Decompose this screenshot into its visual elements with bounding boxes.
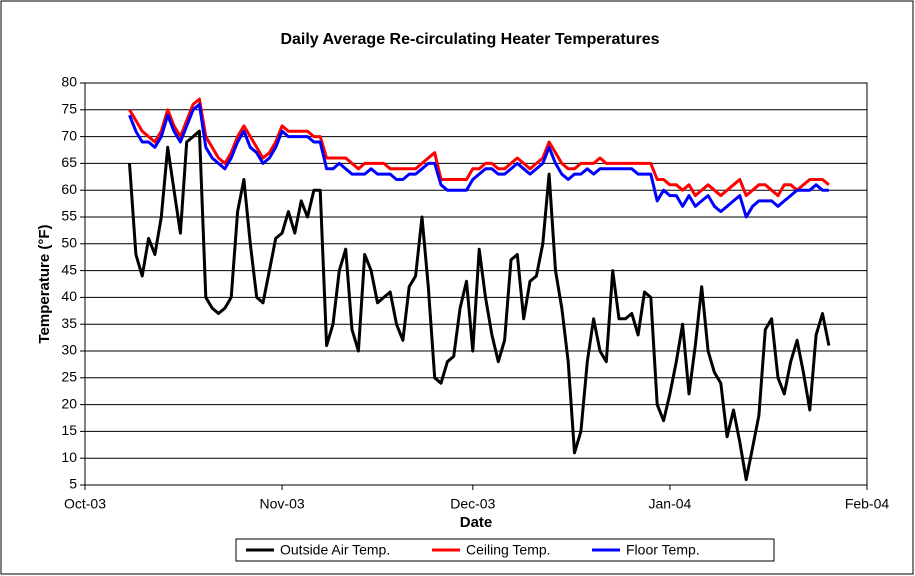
x-tick-label: Jan-04: [649, 496, 692, 512]
legend-label: Outside Air Temp.: [280, 542, 390, 558]
y-tick-label: 75: [61, 101, 77, 117]
y-tick-label: 25: [61, 369, 77, 385]
legend-label: Ceiling Temp.: [466, 542, 551, 558]
x-tick-label: Feb-04: [845, 496, 890, 512]
y-axis-label: Temperature (°F): [36, 224, 53, 343]
y-tick-label: 10: [61, 449, 77, 465]
series-line: [128, 102, 829, 219]
plot-area: [84, 82, 868, 486]
y-tick-label: 80: [61, 74, 77, 90]
y-tick-label: 15: [61, 422, 77, 438]
y-tick-label: 65: [61, 154, 77, 170]
y-tick-label: 50: [61, 235, 77, 251]
y-tick-label: 20: [61, 395, 77, 411]
x-axis-label: Date: [460, 514, 493, 531]
y-tick-label: 40: [61, 288, 77, 304]
series-line: [128, 129, 831, 482]
x-tick-label: Oct-03: [64, 496, 106, 512]
y-tick-label: 45: [61, 261, 77, 277]
y-tick-label: 60: [61, 181, 77, 197]
y-tick-label: 35: [61, 315, 77, 331]
y-tick-label: 55: [61, 208, 77, 224]
y-tick-label: 70: [61, 127, 77, 143]
y-tick-label: 30: [61, 342, 77, 358]
y-tick-label: 5: [69, 476, 77, 492]
x-tick-label: Dec-03: [450, 496, 495, 512]
series-line: [128, 97, 830, 198]
chart-title: Daily Average Re-circulating Heater Temp…: [280, 31, 659, 48]
x-tick-label: Nov-03: [260, 496, 305, 512]
legend-box: [235, 538, 775, 562]
legend-label: Floor Temp.: [626, 542, 700, 558]
